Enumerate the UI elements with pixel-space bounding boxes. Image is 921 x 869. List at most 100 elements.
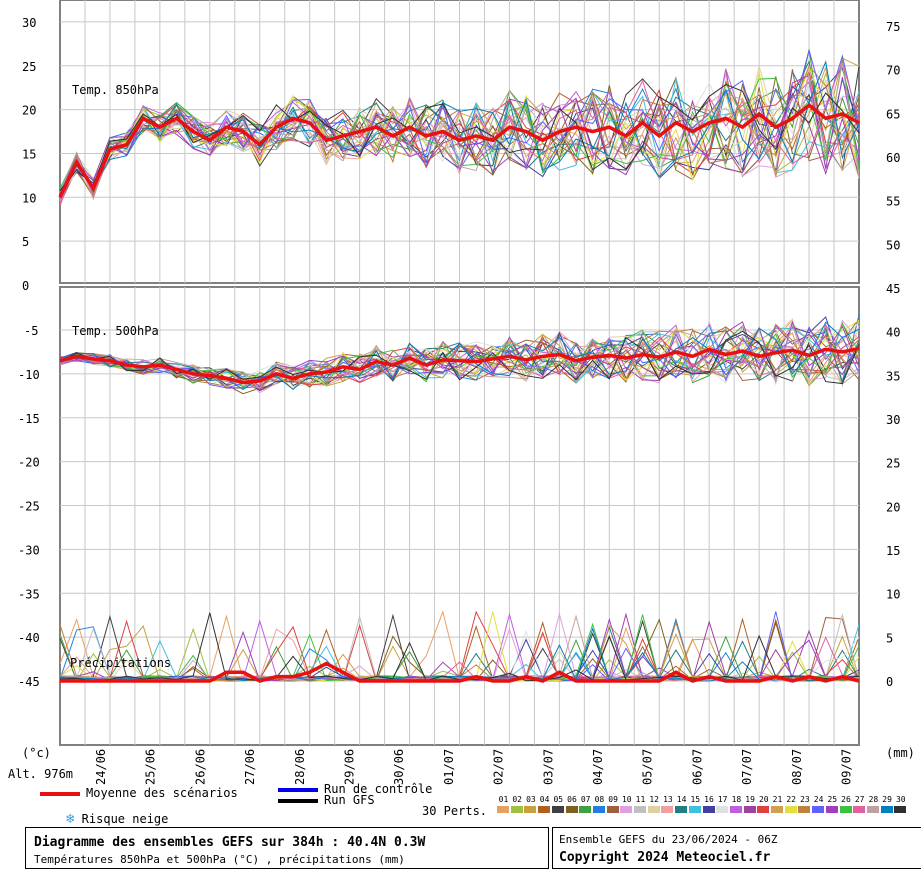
pert-key-number: 08 [594, 795, 605, 804]
pert-key-swatch [551, 806, 564, 813]
pert-key-cell: 27 [853, 795, 866, 813]
right-tick-label: 10 [886, 588, 900, 602]
snowflake-icon: ❄ [66, 811, 75, 827]
date-label: 02/07 [492, 749, 506, 785]
date-label: 01/07 [442, 749, 456, 785]
t850-tick-label: 15 [22, 147, 36, 161]
pert-key-number: 05 [553, 795, 564, 804]
right-tick-label: 55 [886, 195, 900, 209]
pert-key-number: 25 [827, 795, 838, 804]
pert-key-number: 17 [717, 795, 728, 804]
pert-key-number: 29 [882, 795, 892, 804]
date-label: 09/07 [840, 749, 854, 785]
diagram-title: Diagramme des ensembles GEFS sur 384h : … [34, 835, 426, 850]
pert-key-swatch [675, 806, 688, 813]
pert-key-cell: 03 [524, 795, 537, 813]
right-tick-label: 0 [886, 675, 893, 689]
pert-key-cell: 22 [784, 795, 798, 813]
pert-key-number: 21 [772, 795, 783, 804]
pert-key-number: 24 [813, 795, 824, 804]
date-label: 27/06 [243, 749, 257, 785]
right-tick-label: 35 [886, 369, 900, 383]
pert-key-cell: 08 [592, 795, 606, 813]
legend-mean: Moyenne des scénarios [40, 786, 238, 800]
pert-key-cell: 07 [579, 795, 592, 813]
pert-key-cell: 06 [565, 795, 579, 813]
right-tick-label: 75 [886, 20, 900, 34]
pert-color-key: 01 02 03 04 05 06 07 08 09 10 11 12 13 14 15 16 17 18 19 20… [497, 795, 909, 819]
pert-key-cell: 25 [825, 795, 839, 813]
pert-key-swatch [606, 806, 619, 813]
pert-key-number: 16 [704, 795, 714, 804]
pert-key-number: 10 [621, 795, 632, 804]
date-label: 04/07 [591, 749, 605, 785]
pert-key-number: 15 [690, 795, 701, 804]
pert-key-cell: 16 [702, 795, 716, 813]
legend-mean-label: Moyenne des scénarios [86, 786, 238, 800]
pert-key-cell: 20 [757, 795, 770, 813]
perturbation-line [59, 315, 860, 392]
t850-tick-label: 20 [22, 104, 36, 118]
t850-tick-label: 10 [22, 191, 36, 205]
perturbation-line [59, 71, 860, 200]
pert-key-cell: 29 [880, 795, 894, 813]
legend-gfs-swatch [278, 798, 318, 803]
mean-line [58, 102, 860, 199]
t500-tick-label: -40 [18, 631, 40, 645]
diagram-subtitle: Températures 850hPa et 500hPa (°C) , pré… [34, 853, 405, 866]
right-tick-label: 65 [886, 107, 900, 121]
perturbation-line [59, 323, 860, 389]
pert-key-cell: 30 [894, 795, 907, 813]
pert-key-number: 19 [745, 795, 755, 804]
legend-control-gfs: Run de contrôle Run GFS [278, 782, 433, 807]
right-tick-label: 45 [886, 282, 900, 296]
legend-control-label: Run de contrôle [324, 782, 433, 796]
pert-key-cell: 09 [606, 795, 620, 813]
legend-gfs: Run GFS [278, 793, 432, 807]
right-tick-label: 40 [886, 326, 900, 340]
legend-snow-label: Risque neige [81, 812, 169, 826]
pert-key-number: 01 [498, 795, 509, 804]
t850-tick-label: 30 [22, 16, 36, 30]
pert-key-swatch [825, 806, 838, 813]
copyright: Copyright 2024 Meteociel.fr [559, 850, 771, 865]
pert-key-cell: 23 [798, 795, 811, 813]
right-unit: (mm) [886, 746, 915, 760]
axis-ticks: 302520151050-5-10-15-20-25-30-35-40-4575… [18, 16, 900, 689]
altitude-label: Alt. 976m [8, 767, 73, 781]
right-tick-label: 50 [886, 238, 900, 252]
right-tick-label: 15 [886, 544, 900, 558]
pert-key-swatch [839, 806, 852, 813]
pert-key-swatch [894, 806, 907, 813]
pert-key-swatch [497, 806, 509, 813]
date-label: 26/06 [193, 749, 207, 785]
pert-key-cell: 14 [675, 795, 688, 813]
pert-key-number: 06 [567, 795, 577, 804]
pert-key-swatch [634, 806, 646, 813]
pert-key-number: 14 [676, 795, 687, 804]
pert-key-swatch [784, 806, 797, 813]
pert-key-cell: 24 [812, 795, 825, 813]
date-label: 06/07 [690, 749, 704, 785]
date-axis: 24/06 25/06 26/06 27/06 28/06 29/06 30/06 01/07… [94, 749, 854, 785]
grid [59, 0, 860, 746]
pert-key-swatch [853, 806, 866, 813]
right-tick-label: 5 [886, 631, 893, 645]
legend-gfs-label: Run GFS [324, 793, 375, 807]
pert-key-swatch [757, 806, 770, 813]
pert-key-cell: 28 [866, 795, 880, 813]
pert-key-number: 09 [608, 795, 618, 804]
right-tick-label: 25 [886, 457, 900, 471]
t500-tick-label: -20 [18, 456, 40, 470]
t500-tick-label: -25 [18, 500, 40, 514]
date-label: 05/07 [641, 749, 655, 785]
pert-key-number: 18 [731, 795, 742, 804]
pert-key-swatch [647, 806, 660, 813]
mean-line [59, 346, 860, 385]
info-box-title: Diagramme des ensembles GEFS sur 384h : … [25, 827, 549, 869]
perturbation-line [59, 74, 860, 196]
pert-key-cell: 21 [771, 795, 784, 813]
left-unit: (°c) [22, 746, 51, 760]
series-lines [58, 48, 860, 683]
